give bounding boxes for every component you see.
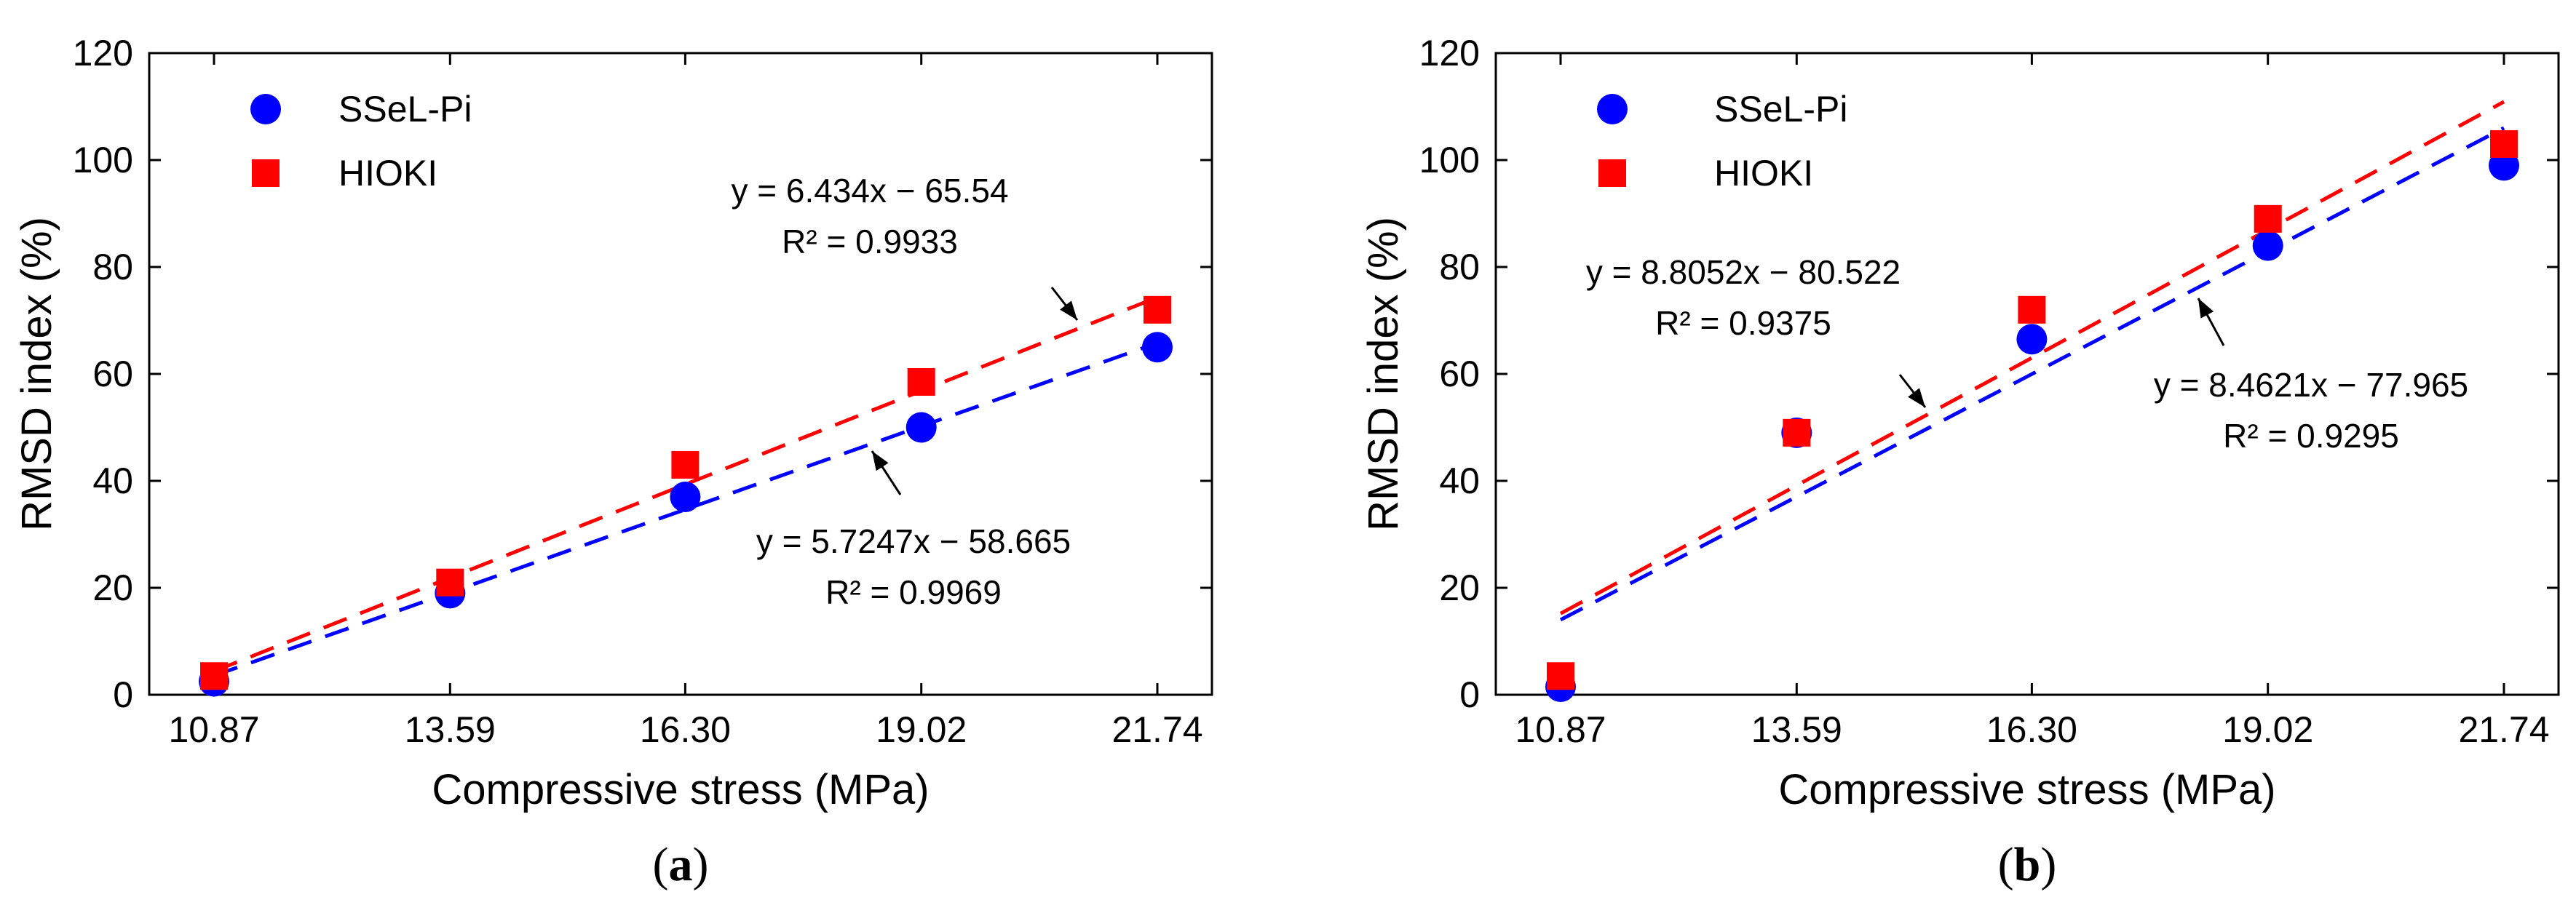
- data-point-hioki: [2490, 129, 2518, 158]
- trendline-r2: R² = 0.9295: [2223, 417, 2399, 455]
- panel-label-letter: a: [669, 838, 693, 891]
- annotation-arrow-head: [1060, 300, 1077, 320]
- data-point-hioki: [2254, 204, 2282, 233]
- x-axis-title: Compressive stress (MPa): [432, 766, 929, 813]
- data-point-ssel-pi: [2252, 230, 2283, 261]
- y-tick-label: 60: [92, 354, 133, 394]
- data-point-ssel-pi: [2016, 324, 2048, 355]
- legend-label: SSeL-Pi: [338, 89, 472, 129]
- data-point-ssel-pi: [1142, 332, 1173, 363]
- legend: SSeL-Pi HIOKI: [1597, 89, 1847, 194]
- trendline-annotation: y = 8.4621x − 77.965 R² = 0.9295: [2154, 298, 2468, 455]
- legend-label: SSeL-Pi: [1714, 89, 1847, 129]
- y-tick-label: 100: [1419, 140, 1480, 180]
- y-tick-label: 40: [1439, 461, 1480, 501]
- annotation-arrow-head: [872, 451, 889, 471]
- legend-label: HIOKI: [1714, 153, 1813, 194]
- trendline-annotation: y = 6.434x − 65.54 R² = 0.9933: [731, 172, 1079, 321]
- trendline-equation: y = 5.7247x − 58.665: [756, 522, 1071, 560]
- y-tick-label: 20: [1439, 567, 1480, 608]
- legend: SSeL-Pi HIOKI: [250, 89, 472, 194]
- legend-label: HIOKI: [338, 153, 437, 194]
- trendline-ssel-pi: [213, 341, 1158, 678]
- panel-label: (a): [653, 838, 709, 891]
- trendline-hioki: [1559, 100, 2505, 615]
- annotation-arrow-head: [2198, 298, 2214, 319]
- legend-marker-circle: [250, 94, 281, 124]
- x-tick-label: 10.87: [1515, 709, 1606, 750]
- x-tick-label: 21.74: [1111, 709, 1202, 750]
- trendline-ssel-pi: [1559, 126, 2505, 622]
- y-tick-label: 60: [1439, 354, 1480, 394]
- y-tick-label: 100: [73, 140, 133, 180]
- x-tick-label: 19.02: [2222, 709, 2313, 750]
- trendline-r2: R² = 0.9969: [825, 573, 1002, 611]
- chart-panel-a: 0 20 40 60 80 100 120 10.87 13.59 16.30 19.02 21.74…: [13, 33, 1213, 891]
- panel-label-letter: b: [2014, 838, 2041, 891]
- data-point-hioki: [436, 568, 464, 597]
- y-tick-label: 0: [113, 674, 133, 715]
- y-tick-label: 0: [1459, 674, 1480, 715]
- trendline-hioki: [213, 295, 1158, 674]
- plot-frame: [148, 52, 1213, 696]
- data-point-ssel-pi: [670, 482, 701, 513]
- data-point-hioki: [671, 450, 700, 479]
- legend-marker-square: [252, 159, 280, 187]
- x-tick-label: 19.02: [876, 709, 967, 750]
- trendline-equation: y = 8.8052x − 80.522: [1586, 253, 1901, 291]
- panel-label-close: ): [2040, 838, 2056, 891]
- x-tick-label: 16.30: [640, 709, 731, 750]
- y-tick-label: 80: [1439, 247, 1480, 287]
- legend-marker-circle: [1597, 94, 1628, 124]
- y-tick-label: 20: [92, 567, 133, 608]
- trendline-r2: R² = 0.9933: [782, 223, 958, 260]
- trendline-equation: y = 8.4621x − 77.965: [2154, 366, 2468, 404]
- trendline-equation: y = 6.434x − 65.54: [731, 172, 1008, 210]
- trendline-annotation: y = 8.8052x − 80.522 R² = 0.9375: [1586, 253, 1927, 408]
- panel-label-open: (: [653, 838, 669, 891]
- panel-label: (b): [1998, 838, 2057, 891]
- x-tick-label: 10.87: [168, 709, 259, 750]
- chart-panel-b: 0 20 40 60 80 100 120 10.87 13.59 16.30 19.02 21.74…: [1360, 33, 2560, 891]
- y-tick-label: 80: [92, 247, 133, 287]
- x-tick-label: 16.30: [1986, 709, 2077, 750]
- y-tick-label: 120: [73, 33, 133, 73]
- x-tick-label: 21.74: [2458, 709, 2549, 750]
- annotation-arrow-head: [1908, 388, 1925, 407]
- data-point-hioki: [200, 662, 228, 690]
- data-point-hioki: [1144, 295, 1171, 324]
- data-point-hioki: [1547, 662, 1574, 690]
- x-axis-title: Compressive stress (MPa): [1778, 766, 2275, 813]
- x-tick-label: 13.59: [1751, 709, 1842, 750]
- y-axis-title: RMSD index (%): [1360, 217, 1407, 531]
- panel-label-open: (: [1998, 838, 2014, 891]
- y-tick-label: 40: [92, 461, 133, 501]
- panel-label-close: ): [693, 838, 709, 891]
- data-point-hioki: [1783, 418, 1811, 447]
- data-point-hioki: [907, 368, 935, 396]
- legend-marker-square: [1598, 159, 1626, 187]
- trendline-r2: R² = 0.9375: [1655, 304, 1831, 342]
- y-axis-title: RMSD index (%): [13, 217, 60, 531]
- data-point-ssel-pi: [905, 412, 937, 443]
- y-tick-label: 120: [1419, 33, 1480, 73]
- data-point-hioki: [2018, 295, 2046, 324]
- x-tick-label: 13.59: [405, 709, 496, 750]
- trendline-annotation: y = 5.7247x − 58.665 R² = 0.9969: [756, 450, 1071, 611]
